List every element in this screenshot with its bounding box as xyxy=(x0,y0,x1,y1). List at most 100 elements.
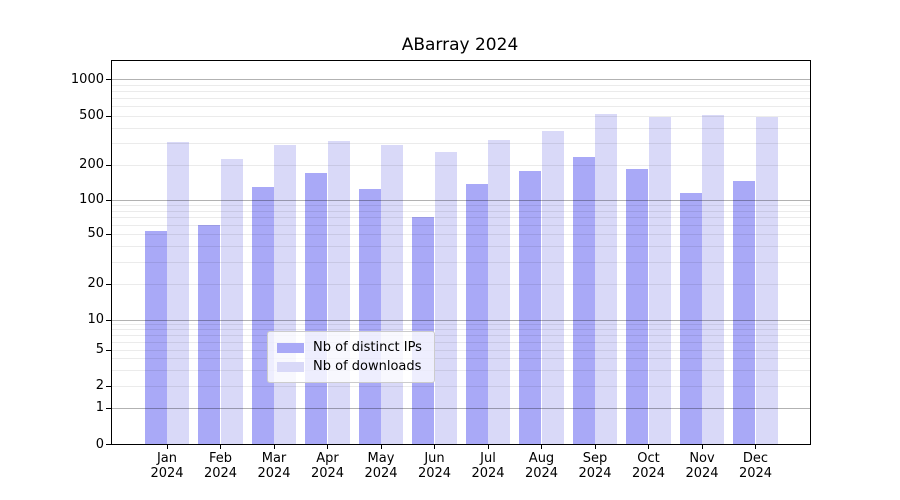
x-tick-mark xyxy=(434,445,435,449)
bar-downloads xyxy=(274,145,297,444)
x-tick-mark xyxy=(220,445,221,449)
x-tick-label: Feb 2024 xyxy=(203,451,238,481)
y-tick-mark xyxy=(106,115,111,117)
bar-downloads xyxy=(220,158,243,444)
bar-distinct-ips xyxy=(305,172,328,444)
y-tick-mark xyxy=(106,233,111,235)
y-tick-label: 100 xyxy=(79,192,104,208)
y-tick-label: 10 xyxy=(87,312,104,328)
minor-gridline xyxy=(112,90,810,92)
x-tick-mark xyxy=(380,445,382,449)
legend-entry: Nb of distinct IPs xyxy=(277,338,422,357)
bar-downloads xyxy=(434,151,457,444)
bar-distinct-ips xyxy=(412,217,435,444)
x-tick-label: Jun 2024 xyxy=(417,451,452,481)
minor-gridline xyxy=(112,341,810,343)
bar-distinct-ips xyxy=(519,170,542,444)
x-tick-label: Oct 2024 xyxy=(631,451,666,481)
x-tick-mark xyxy=(166,445,168,449)
major-gridline xyxy=(112,199,810,201)
minor-gridline xyxy=(112,233,810,235)
minor-gridline xyxy=(112,217,810,219)
minor-gridline xyxy=(112,369,810,371)
legend-swatch-distinct-ips xyxy=(277,342,304,353)
bar-downloads xyxy=(755,117,778,444)
y-tick-label: 0 xyxy=(95,436,104,452)
x-tick-label: Apr 2024 xyxy=(310,451,345,481)
bar-downloads xyxy=(541,131,564,444)
y-tick-mark xyxy=(106,444,111,445)
x-tick-mark xyxy=(648,445,649,449)
x-tick-mark xyxy=(327,445,328,449)
minor-gridline xyxy=(112,335,810,337)
minor-gridline xyxy=(112,115,810,117)
y-tick-label: 1000 xyxy=(70,71,104,87)
legend-swatch-downloads xyxy=(277,361,304,372)
minor-gridline xyxy=(112,164,810,166)
y-tick-mark xyxy=(106,199,111,201)
bar-downloads xyxy=(381,145,404,444)
bar-distinct-ips xyxy=(733,181,756,444)
y-tick-mark xyxy=(106,79,111,80)
legend-entry: Nb of downloads xyxy=(277,357,422,376)
bar-downloads xyxy=(327,140,350,444)
legend: Nb of distinct IPs Nb of downloads xyxy=(267,331,435,383)
y-tick-label: 200 xyxy=(79,157,104,173)
y-tick-mark xyxy=(106,385,111,387)
major-gridline xyxy=(112,407,810,409)
y-tick-mark xyxy=(106,319,111,321)
y-tick-label: 50 xyxy=(87,226,104,242)
major-gridline xyxy=(112,319,810,321)
y-tick-label: 1 xyxy=(95,400,104,415)
bar-downloads xyxy=(167,141,190,444)
x-tick-mark xyxy=(701,445,703,449)
y-tick-mark xyxy=(106,283,111,285)
major-gridline xyxy=(112,79,810,80)
bar-distinct-ips xyxy=(572,157,595,444)
y-tick-label: 5 xyxy=(95,342,104,358)
minor-gridline xyxy=(112,210,810,212)
legend-label-distinct-ips: Nb of distinct IPs xyxy=(313,340,422,355)
x-tick-mark xyxy=(487,445,489,449)
x-tick-mark xyxy=(755,445,756,449)
bar-distinct-ips xyxy=(198,224,221,444)
x-tick-mark xyxy=(273,445,275,449)
chart-title: ABarray 2024 xyxy=(401,35,519,55)
bar-distinct-ips xyxy=(626,168,649,444)
minor-gridline xyxy=(112,349,810,351)
y-tick-mark xyxy=(106,164,111,166)
y-tick-mark xyxy=(106,349,111,351)
bar-distinct-ips xyxy=(679,192,702,444)
x-tick-mark xyxy=(541,445,542,449)
plot-area xyxy=(111,60,811,445)
x-tick-label: Aug 2024 xyxy=(524,451,559,481)
x-tick-label: Mar 2024 xyxy=(257,451,291,481)
x-tick-label: May 2024 xyxy=(364,451,398,481)
bar-distinct-ips xyxy=(251,187,274,444)
bar-distinct-ips xyxy=(358,188,381,444)
minor-gridline xyxy=(112,261,810,263)
minor-gridline xyxy=(112,106,810,108)
minor-gridline xyxy=(112,324,810,326)
bar-distinct-ips xyxy=(144,230,167,444)
minor-gridline xyxy=(112,329,810,331)
bar-downloads xyxy=(488,140,511,444)
minor-gridline xyxy=(112,358,810,360)
x-tick-label: Jan 2024 xyxy=(150,451,184,481)
minor-gridline xyxy=(112,283,810,285)
bar-downloads xyxy=(648,117,671,444)
minor-gridline xyxy=(112,98,810,99)
minor-gridline xyxy=(112,143,810,145)
minor-gridline xyxy=(112,224,810,226)
bar-downloads xyxy=(595,114,618,444)
minor-gridline xyxy=(112,127,810,129)
x-tick-label: Nov 2024 xyxy=(685,451,719,481)
minor-gridline xyxy=(112,385,810,387)
y-tick-mark xyxy=(106,407,111,409)
y-tick-label: 2 xyxy=(95,378,104,394)
bar-downloads xyxy=(702,115,725,444)
x-tick-mark xyxy=(594,445,596,449)
x-tick-label: Jul 2024 xyxy=(471,451,505,481)
minor-gridline xyxy=(112,205,810,206)
